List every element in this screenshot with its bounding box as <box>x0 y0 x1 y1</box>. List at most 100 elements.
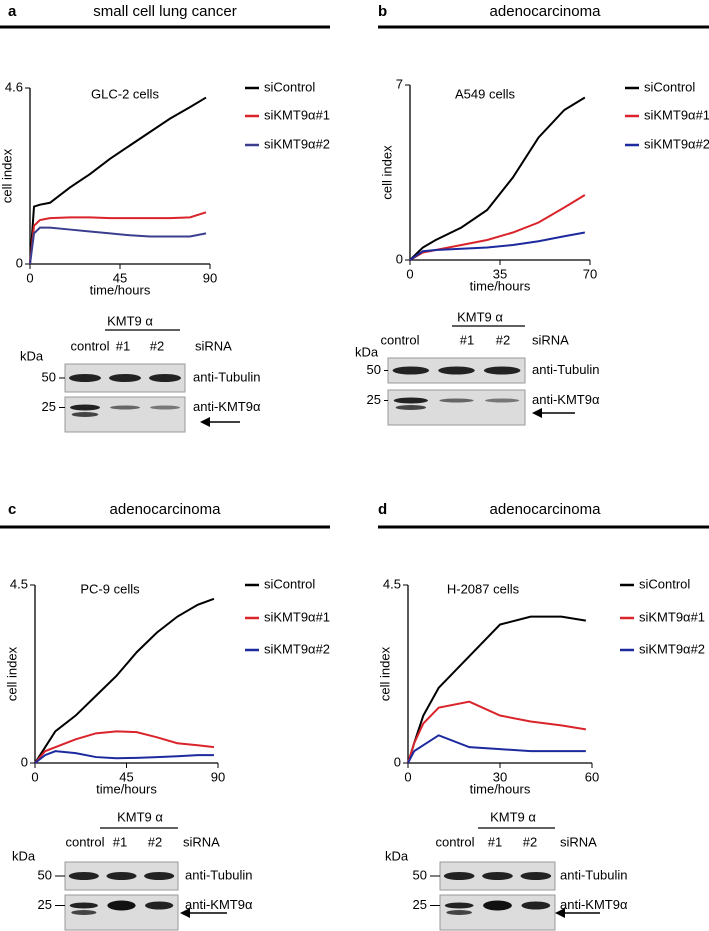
kda-label: kDa <box>12 848 36 863</box>
panel-heading: adenocarcinoma <box>110 501 222 518</box>
y-tick-label: 7 <box>396 76 403 91</box>
band <box>110 405 140 410</box>
band <box>144 872 175 880</box>
kda-label: kDa <box>385 848 409 863</box>
series-line <box>409 96 586 261</box>
x-tick-label: 70 <box>583 266 597 281</box>
antibody-label: anti-KMT9α <box>193 399 261 414</box>
x-tick-label: 90 <box>203 270 217 285</box>
band <box>439 398 474 403</box>
band <box>69 374 101 382</box>
antibody-label: anti-KMT9α <box>532 392 600 407</box>
x-tick-label: 0 <box>406 266 413 281</box>
antibody-label: anti-KMT9α <box>185 897 253 912</box>
band <box>395 405 427 410</box>
band <box>106 872 137 880</box>
band <box>483 900 512 911</box>
chart-title: PC-9 cells <box>80 581 140 596</box>
panel-heading: adenocarcinoma <box>490 3 602 20</box>
lane-label: control <box>65 834 104 849</box>
lane-group-label: siRNA <box>560 834 597 849</box>
y-axis-label: cell index <box>377 646 392 701</box>
x-tick-label: 45 <box>113 270 127 285</box>
y-tick-label: 0 <box>396 251 403 266</box>
legend-label: siKMT9α#1 <box>264 609 330 624</box>
legend-label: siControl <box>264 79 315 94</box>
band <box>483 366 521 375</box>
series-line <box>409 231 586 261</box>
lane-label: control <box>70 338 109 353</box>
x-axis-label: time/hours <box>90 282 151 297</box>
band <box>149 374 181 382</box>
lane-label: #1 <box>113 834 127 849</box>
marker-label: 25 <box>413 897 427 912</box>
antibody-label: anti-Tubulin <box>532 362 599 377</box>
y-tick-label: 0 <box>21 754 28 769</box>
band <box>68 872 99 880</box>
y-axis-label: cell index <box>0 148 14 203</box>
band <box>71 910 97 915</box>
antibody-label: anti-Tubulin <box>193 369 260 384</box>
band <box>69 902 98 909</box>
legend-label: siKMT9α#1 <box>644 107 709 122</box>
legend-label: siKMT9α#2 <box>264 641 330 656</box>
marker-label: 25 <box>367 392 381 407</box>
lane-label: #1 <box>488 834 502 849</box>
marker-label: 50 <box>413 867 427 882</box>
x-tick-label: 90 <box>211 769 225 784</box>
legend-label: siControl <box>639 576 690 591</box>
legend-label: siKMT9α#1 <box>639 609 705 624</box>
x-tick-label: 0 <box>404 769 411 784</box>
band <box>392 366 430 375</box>
y-tick-label: 4.5 <box>10 576 28 591</box>
band <box>520 872 552 880</box>
band <box>482 872 513 880</box>
x-tick-label: 30 <box>493 769 507 784</box>
arrow-head <box>180 908 190 918</box>
panel-letter: d <box>378 501 387 518</box>
arrow-head <box>555 908 565 918</box>
lane-group-label: siRNA <box>195 338 232 353</box>
x-axis-label: time/hours <box>470 781 531 796</box>
lane-group-label: siRNA <box>532 332 569 347</box>
band <box>109 374 141 382</box>
band <box>150 405 180 410</box>
blot-group-label: KMT9 α <box>117 809 163 824</box>
panel-heading: adenocarcinoma <box>490 501 602 518</box>
chart-title: GLC-2 cells <box>91 86 159 101</box>
lane-label: control <box>435 834 474 849</box>
lane-group-label: siRNA <box>183 834 220 849</box>
x-tick-label: 0 <box>26 270 33 285</box>
band <box>446 910 472 915</box>
panel: a small cell lung cancer 0 4.6 0 45 90 time/hou… <box>0 3 330 433</box>
y-axis-label: cell index <box>4 646 19 701</box>
y-tick-label: 4.6 <box>5 79 23 94</box>
kda-label: kDa <box>20 348 44 363</box>
series-line <box>29 96 207 265</box>
x-tick-label: 0 <box>31 769 38 784</box>
blot-group-label: KMT9 α <box>457 309 503 324</box>
y-tick-label: 4.5 <box>383 576 401 591</box>
panel-letter: b <box>378 3 387 20</box>
chart-title: A549 cells <box>455 86 515 101</box>
antibody-label: anti-KMT9α <box>560 897 628 912</box>
chart-title: H-2087 cells <box>447 581 520 596</box>
band <box>145 901 174 910</box>
band <box>71 412 99 417</box>
series-line <box>407 700 587 764</box>
y-axis-label: cell index <box>379 145 394 200</box>
legend-label: siKMT9α#2 <box>644 136 709 151</box>
x-axis-label: time/hours <box>96 781 157 796</box>
series-line <box>29 211 207 265</box>
lane-label: control <box>380 332 419 347</box>
x-tick-label: 45 <box>119 769 133 784</box>
kda-label: kDa <box>355 344 379 359</box>
marker-label: 50 <box>42 369 56 384</box>
band <box>521 901 551 910</box>
marker-label: 25 <box>38 897 52 912</box>
panel: c adenocarcinoma 0 4.5 0 45 90 time/hours cell i… <box>0 501 330 931</box>
marker-label: 50 <box>367 362 381 377</box>
panel: d adenocarcinoma 0 4.5 0 30 60 time/hours cell i… <box>377 501 709 931</box>
lane-label: #2 <box>150 338 164 353</box>
